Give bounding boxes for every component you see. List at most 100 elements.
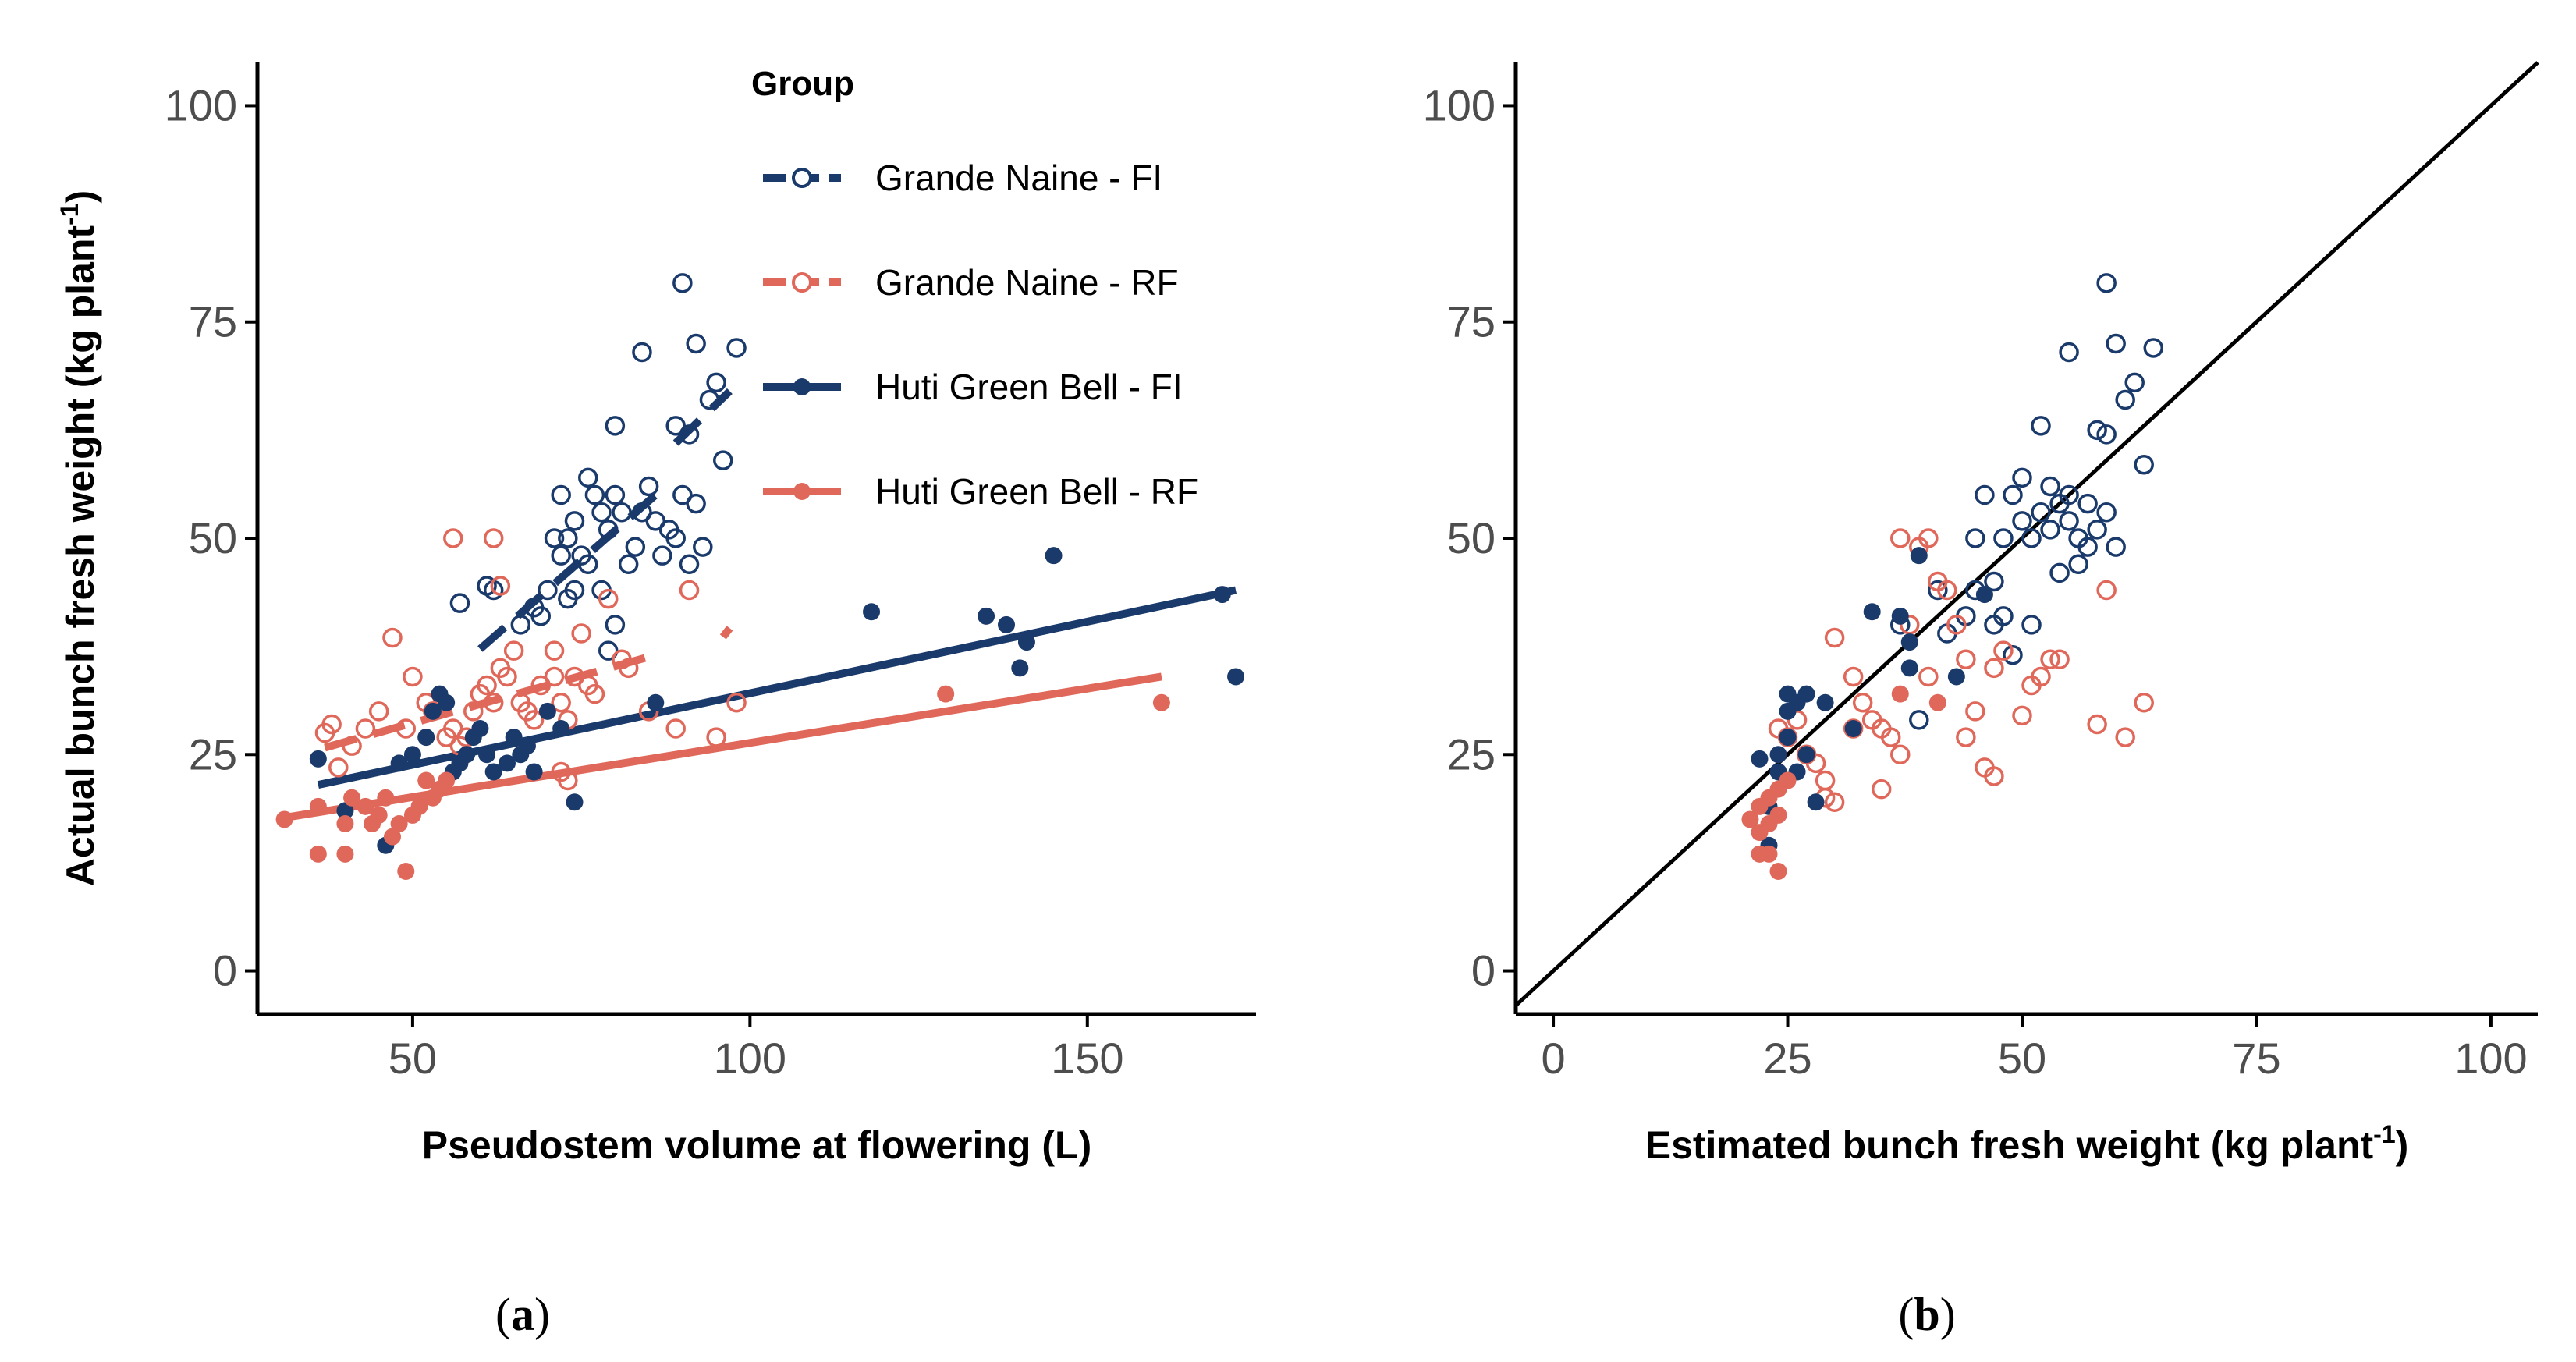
point-a-huti-green-bell-fi-3 (390, 754, 408, 772)
point-a-huti-green-bell-fi-17 (505, 729, 523, 747)
point-b-grande-naine-fi-26 (2106, 537, 2126, 557)
point-a-grande-naine-rf-27 (551, 692, 571, 713)
point-b-grande-naine-rf-32 (2031, 666, 2051, 687)
point-a-huti-green-bell-fi-0 (309, 750, 327, 768)
point-a-huti-green-bell-rf-1 (309, 797, 327, 815)
points-a (275, 273, 1245, 880)
legend-items: Grande Naine - FI Grande Naine - RF Huti G… (763, 158, 1198, 512)
point-a-grande-naine-rf-26 (544, 666, 565, 687)
point-b-grande-naine-rf-9 (1852, 692, 1873, 713)
point-b-grande-naine-fi-27 (2106, 333, 2126, 354)
point-a-grande-naine-fi-25 (665, 528, 686, 548)
fit-line-grande-naine-fi-end (672, 388, 733, 446)
point-b-grande-naine-rf-15 (1890, 528, 1911, 548)
point-b-huti-green-bell-rf-9 (1779, 771, 1797, 789)
y-tick-label-b-25: 25 (1447, 729, 1496, 779)
points-b (1741, 273, 2163, 880)
point-a-grande-naine-rf-35 (618, 658, 639, 679)
point-b-huti-green-bell-fi-15 (1863, 603, 1881, 621)
point-b-grande-naine-fi-9 (1993, 528, 2014, 548)
fit-line-grande-naine-rf-end (719, 626, 733, 640)
point-a-grande-naine-fi-22 (645, 511, 666, 531)
point-b-grande-naine-rf-22 (1946, 615, 1967, 635)
legend-marker-huti-green-bell-fi (793, 378, 811, 395)
point-b-grande-naine-fi-31 (2143, 338, 2163, 358)
point-a-huti-green-bell-rf-14 (410, 797, 428, 815)
identity-line (1514, 61, 2539, 1007)
point-b-huti-green-bell-fi-16 (1891, 607, 1909, 625)
point-b-grande-naine-rf-19 (1918, 666, 1939, 687)
point-b-grande-naine-fi-37 (2021, 615, 2042, 635)
x-axis-title-b: Estimated bunch fresh weight (kg plant-1… (1645, 1120, 2409, 1167)
point-b-grande-naine-fi-25 (2096, 502, 2117, 523)
point-b-huti-green-bell-fi-5 (1779, 729, 1797, 747)
x-tick-label-b-25: 25 (1763, 1034, 1811, 1083)
point-a-huti-green-bell-fi-8 (438, 693, 456, 711)
point-a-grande-naine-fi-20 (632, 502, 652, 523)
legend-marker-huti-green-bell-rf (793, 483, 811, 500)
panel-label-b-open: ( (1898, 1289, 1914, 1340)
point-a-huti-green-bell-rf-5 (343, 789, 361, 807)
point-b-grande-naine-rf-29 (1993, 640, 2014, 661)
point-a-huti-green-bell-fi-6 (424, 702, 442, 720)
point-b-huti-green-bell-rf-6 (1769, 863, 1787, 880)
y-axis-title-a-end: ) (59, 190, 102, 204)
point-a-huti-green-bell-fi-29 (1017, 633, 1035, 651)
point-a-huti-green-bell-fi-30 (1045, 547, 1063, 565)
point-a-huti-green-bell-rf-15 (417, 771, 435, 789)
y-tick-label-a-50: 50 (189, 513, 237, 562)
point-b-grande-naine-rf-5 (1815, 770, 1836, 791)
point-a-grande-naine-rf-32 (584, 683, 605, 704)
point-a-grande-naine-rf-42 (483, 528, 504, 548)
ticks-b: 0 25 50 75 100 0 25 50 75 100 (1423, 80, 2528, 1083)
point-a-grande-naine-rf-8 (403, 666, 423, 687)
point-a-grande-naine-fi-42 (713, 450, 733, 470)
point-a-grande-naine-rf-2 (328, 757, 349, 778)
point-a-grande-naine-fi-43 (726, 338, 747, 358)
point-a-huti-green-bell-rf-8 (370, 806, 388, 824)
point-b-grande-naine-fi-21 (2077, 537, 2098, 557)
point-b-grande-naine-rf-27 (1984, 766, 2004, 786)
point-a-huti-green-bell-fi-16 (499, 754, 516, 772)
point-a-huti-green-bell-fi-22 (552, 720, 570, 737)
point-b-grande-naine-rf-30 (2012, 705, 2032, 726)
point-a-huti-green-bell-rf-12 (397, 863, 415, 880)
x-axis-title-b-main: Estimated bunch fresh weight (kg plant (1645, 1123, 2374, 1167)
point-a-grande-naine-rf-30 (571, 623, 591, 644)
point-b-huti-green-bell-rf-0 (1741, 810, 1759, 828)
point-b-grande-naine-rf-14 (1890, 744, 1911, 765)
point-b-grande-naine-fi-40 (2077, 493, 2098, 514)
point-a-grande-naine-rf-7 (396, 718, 417, 739)
point-a-huti-green-bell-fi-11 (458, 746, 476, 764)
point-a-huti-green-bell-rf-3 (336, 815, 354, 832)
y-axis-title-a-sup: -1 (55, 203, 83, 225)
point-a-huti-green-bell-rf-18 (438, 771, 456, 789)
y-axis-title-a: Actual bunch fresh weight (kg plant-1) (55, 190, 102, 886)
point-a-grande-naine-rf-38 (679, 580, 700, 601)
point-b-grande-naine-fi-36 (2049, 562, 2070, 583)
point-a-huti-green-bell-rf-9 (377, 789, 395, 807)
point-a-grande-naine-rf-4 (355, 718, 376, 739)
point-a-grande-naine-rf-21 (503, 640, 524, 661)
point-b-huti-green-bell-fi-0 (1751, 750, 1769, 768)
point-a-huti-green-bell-fi-26 (978, 607, 995, 625)
point-a-grande-naine-fi-16 (605, 484, 626, 505)
point-a-grande-naine-fi-36 (632, 342, 652, 363)
point-b-grande-naine-fi-18 (2059, 484, 2079, 505)
point-a-grande-naine-rf-37 (665, 718, 686, 739)
legend-title: Group (751, 65, 854, 103)
point-a-huti-green-bell-fi-1 (336, 802, 354, 820)
point-a-huti-green-bell-fi-23 (566, 793, 584, 811)
point-b-huti-green-bell-fi-19 (1910, 547, 1928, 565)
panel-label-b-letter: b (1914, 1289, 1939, 1340)
point-a-grande-naine-fi-23 (652, 545, 672, 566)
point-b-huti-green-bell-fi-18 (1900, 659, 1918, 677)
point-b-huti-green-bell-fi-10 (1797, 746, 1815, 764)
point-b-grande-naine-fi-32 (2059, 342, 2079, 363)
point-b-grande-naine-fi-29 (2124, 372, 2145, 393)
y-axis-title-a-main: Actual bunch fresh weight (kg plant (59, 225, 102, 887)
point-a-grande-naine-fi-19 (625, 537, 646, 557)
point-a-grande-naine-rf-17 (477, 675, 497, 696)
point-a-grande-naine-rf-3 (342, 736, 362, 756)
